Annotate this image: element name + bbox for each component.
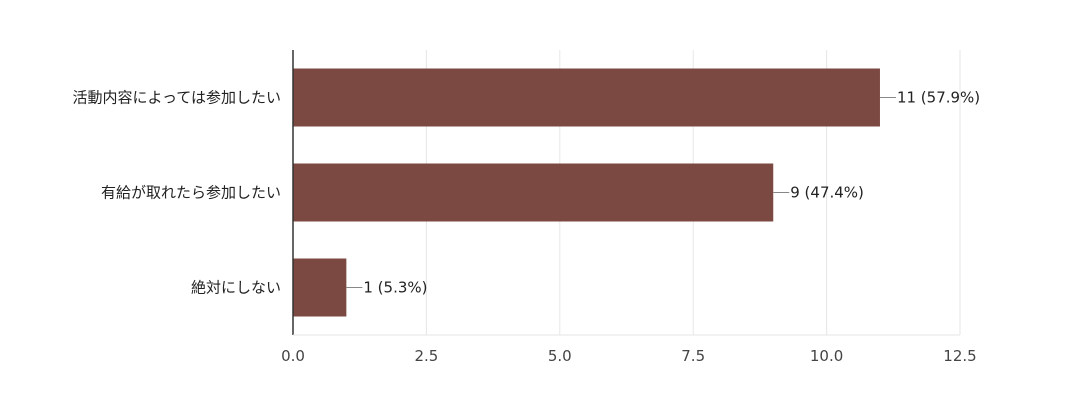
category-label: 活動内容によっては参加したい	[72, 89, 281, 107]
bar	[293, 163, 774, 222]
bars	[293, 68, 880, 317]
category-label: 絶対にしない	[191, 279, 281, 297]
bar	[293, 68, 880, 127]
bar	[293, 258, 347, 317]
data-label: 9 (47.4%)	[790, 184, 864, 202]
data-labels: 11 (57.9%) 9 (47.4%) 1 (5.3%)	[363, 89, 980, 297]
x-tick-label: 5.0	[548, 347, 572, 365]
category-label: 有給が取れたら参加したい	[101, 184, 281, 202]
x-axis-tick-labels: 0.0 2.5 5.0 7.5 10.0 12.5	[281, 347, 977, 365]
data-label: 11 (57.9%)	[897, 89, 980, 107]
data-label-leaders	[346, 97, 896, 288]
x-tick-label: 10.0	[810, 347, 843, 365]
x-tick-label: 12.5	[943, 347, 976, 365]
x-tick-label: 0.0	[281, 347, 305, 365]
x-tick-label: 2.5	[414, 347, 438, 365]
data-label: 1 (5.3%)	[363, 279, 427, 297]
x-tick-label: 7.5	[681, 347, 705, 365]
